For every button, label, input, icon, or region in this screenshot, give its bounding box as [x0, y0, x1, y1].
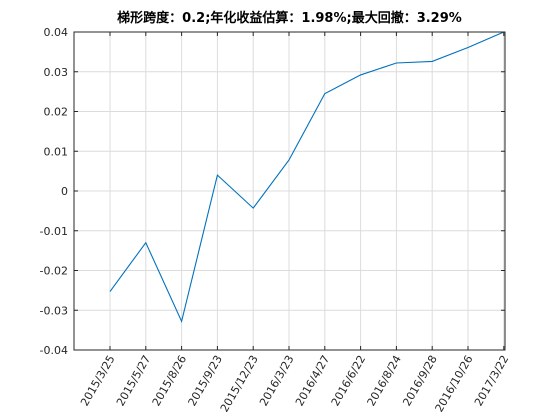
x-tick-label: 2015/12/23 — [218, 353, 261, 414]
x-tick-label: 2016/4/27 — [293, 353, 332, 408]
y-tick-label: 0.03 — [44, 66, 69, 79]
grid — [74, 31, 505, 351]
x-tick-label: 2016/6/22 — [329, 353, 368, 408]
x-tick-label: 2016/8/24 — [365, 353, 404, 408]
y-tick-label: -0.01 — [40, 225, 68, 238]
x-tick-label: 2015/3/25 — [78, 353, 117, 408]
x-tick-label: 2015/5/27 — [114, 353, 153, 408]
y-tick-label: 0.01 — [44, 145, 69, 158]
y-axis: -0.04 -0.03 -0.02 -0.01 0 0.01 0.02 0.03 0.04 — [40, 26, 505, 357]
y-tick-label: -0.02 — [40, 265, 68, 278]
x-tick-label: 2015/8/26 — [150, 353, 189, 408]
x-tick-label: 2016/3/23 — [257, 353, 296, 408]
series-line-0 — [109, 31, 505, 324]
y-tick-label: -0.04 — [40, 344, 68, 357]
x-tick-label: 2017/3/22 — [472, 353, 511, 408]
x-tick-label: 2015/9/23 — [186, 353, 225, 408]
x-axis: 2015/3/252015/5/272015/8/262015/9/232015… — [78, 32, 511, 414]
x-tick-label: 2016/10/26 — [433, 353, 476, 414]
y-tick-label: 0.04 — [44, 26, 69, 39]
chart-title: 梯形跨度：0.2;年化收益估算：1.98%;最大回撤：3.29% — [117, 10, 462, 26]
x-tick-label: 2016/9/28 — [400, 353, 439, 408]
y-tick-label: 0.02 — [44, 106, 69, 119]
y-tick-label: -0.03 — [40, 304, 68, 317]
y-tick-label: 0 — [61, 185, 68, 198]
